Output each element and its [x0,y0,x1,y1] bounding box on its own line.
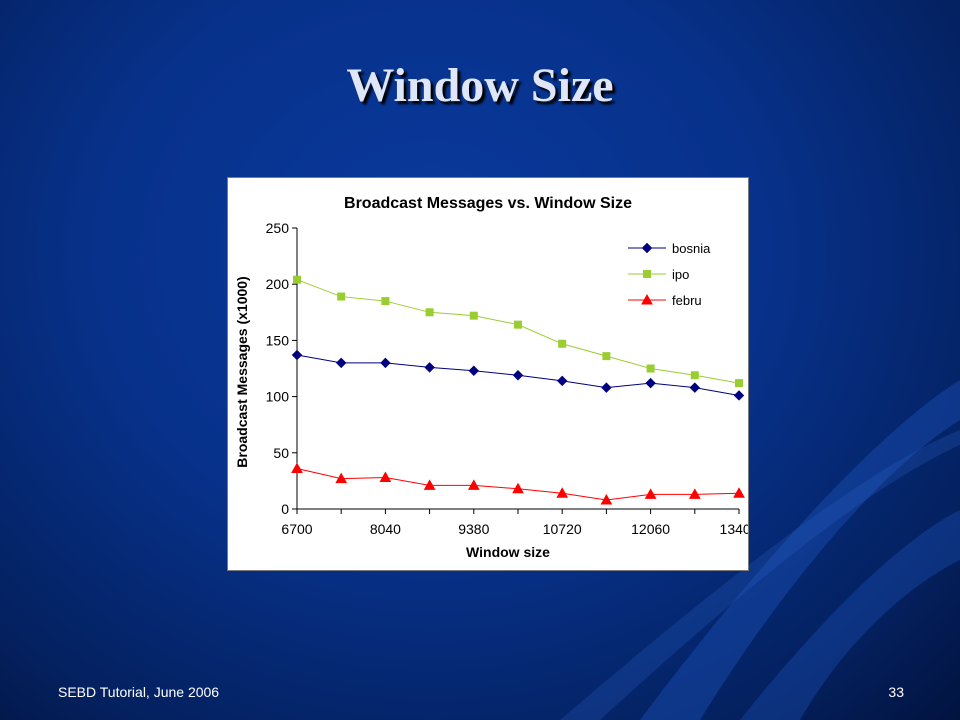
legend-label: ipo [672,267,689,282]
data-point-febru [688,488,701,499]
data-point-bosnia [601,382,612,393]
line-chart: Broadcast Messages vs. Window Size Broad… [234,195,759,560]
data-point-bosnia [512,370,524,381]
data-point-ipo [558,339,567,348]
legend-marker [641,242,653,254]
data-point-febru [467,479,480,490]
data-point-febru [291,462,303,474]
data-point-bosnia [291,349,303,361]
y-tick-label: 0 [281,501,289,517]
x-tick-label: 13400 [720,521,748,537]
data-point-bosnia [335,357,347,369]
data-point-bosnia [645,377,656,389]
series-bosnia [291,349,745,401]
slide-title: Window Size [346,59,614,112]
legend-item-bosnia: bosnia [628,241,711,256]
data-point-febru [644,488,657,499]
data-point-ipo [514,320,522,329]
data-point-bosnia [689,382,701,393]
data-point-ipo [337,292,346,301]
series-ipo [293,275,743,388]
data-point-febru [556,487,569,498]
data-point-bosnia [733,390,745,401]
y-tick-label: 50 [273,445,289,461]
data-point-febru [512,482,524,494]
legend-label: febru [672,293,702,308]
data-point-bosnia [380,357,391,369]
legend: bosnia ipo febru [628,241,711,308]
x-tick-label: 9380 [458,521,489,537]
data-point-ipo [646,364,655,373]
data-point-febru [733,487,745,498]
data-point-febru [423,479,436,490]
legend-item-febru: febru [628,293,702,308]
data-point-febru [379,471,392,483]
legend-item-ipo: ipo [628,267,689,282]
chart-frame: Broadcast Messages vs. Window Size Broad… [227,177,759,571]
data-point-ipo [381,297,390,306]
y-tick-label: 150 [266,332,290,348]
x-axis-label: Window size [466,544,550,560]
x-tick-label: 10720 [543,521,582,537]
y-axis-label: Broadcast Messages (x1000) [234,276,250,467]
chart-title: Broadcast Messages vs. Window Size [344,195,632,212]
data-point-bosnia [556,375,568,387]
legend-label: bosnia [672,241,711,256]
y-tick-label: 250 [266,220,290,236]
data-point-ipo [469,311,478,320]
data-point-febru [600,493,613,505]
data-point-ipo [602,352,611,361]
y-tick-label: 200 [266,276,290,292]
data-point-ipo [690,371,699,380]
axes: 0 50 100 150 200 250 6700 8040 9380 10720 12060 134… [266,220,759,537]
data-point-bosnia [424,362,435,373]
series-layer [291,275,745,505]
legend-marker [643,270,651,278]
series-febru [291,462,745,505]
x-tick-label: 8040 [370,521,401,537]
legend-marker [641,293,653,305]
data-point-ipo [293,275,301,284]
footer-text: SEBD Tutorial, June 2006 [58,684,220,700]
x-tick-label: 12060 [631,521,670,537]
page-number: 33 [888,684,904,700]
data-point-ipo [735,379,743,388]
data-point-bosnia [468,365,480,376]
y-tick-label: 100 [266,389,290,405]
data-point-febru [335,472,348,484]
x-tick-label: 6700 [281,521,312,537]
data-point-ipo [425,308,434,317]
